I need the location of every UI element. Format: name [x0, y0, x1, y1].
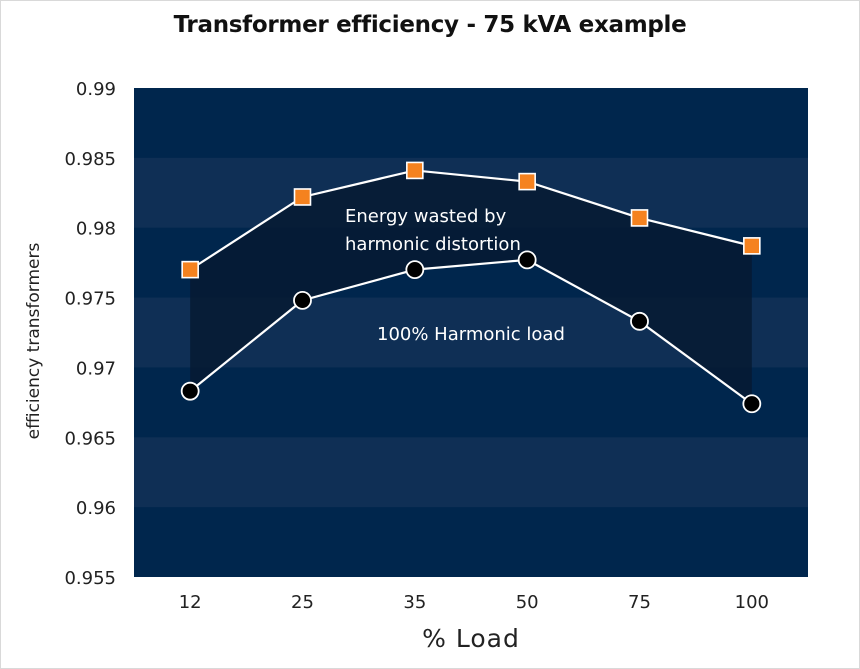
series-1-point	[180, 381, 200, 401]
series-0-point	[181, 260, 199, 279]
x-tick-label: 50	[516, 592, 539, 613]
y-tick-label: 0.99	[76, 79, 116, 100]
y-tick-label: 0.97	[76, 358, 116, 379]
series-0-line	[189, 169, 753, 271]
y-tick-label: 0.975	[64, 289, 116, 310]
series-1-point	[517, 250, 537, 270]
series-0-point	[743, 237, 761, 255]
x-tick-label: 75	[628, 592, 651, 613]
annotation-harmonic-load: 100% Harmonic load	[377, 324, 565, 345]
y-axis-label: efficiency transformers	[24, 242, 44, 440]
y-tick-label: 0.955	[64, 568, 116, 589]
y-tick-label: 0.98	[76, 219, 116, 240]
y-tick-label: 0.985	[64, 149, 116, 170]
series-1-point	[630, 311, 649, 331]
annotation-energy-wasted-line2: harmonic distortion	[345, 234, 521, 255]
y-tick-label: 0.965	[64, 428, 116, 449]
series-1-point	[293, 290, 312, 310]
x-tick-label: 12	[179, 592, 202, 613]
series-0-point	[406, 161, 424, 180]
series-1-point	[405, 260, 425, 280]
x-tick-label: 100	[735, 592, 769, 613]
series-0-point	[630, 209, 649, 227]
energy-wasted-area	[190, 170, 752, 404]
series-1-line	[189, 258, 753, 405]
y-tick-label: 0.96	[76, 498, 116, 519]
annotation-energy-wasted-line1: Energy wasted by	[345, 206, 507, 227]
x-tick-label: 25	[291, 592, 314, 613]
grid-band	[134, 437, 808, 508]
chart-title: Transformer efficiency - 75 kVA example	[173, 12, 687, 38]
x-axis-label: % Load	[422, 624, 520, 653]
series-0-point	[518, 172, 536, 191]
series-0-point	[293, 188, 312, 206]
x-tick-label: 35	[403, 592, 426, 613]
series-1-point	[742, 394, 762, 414]
